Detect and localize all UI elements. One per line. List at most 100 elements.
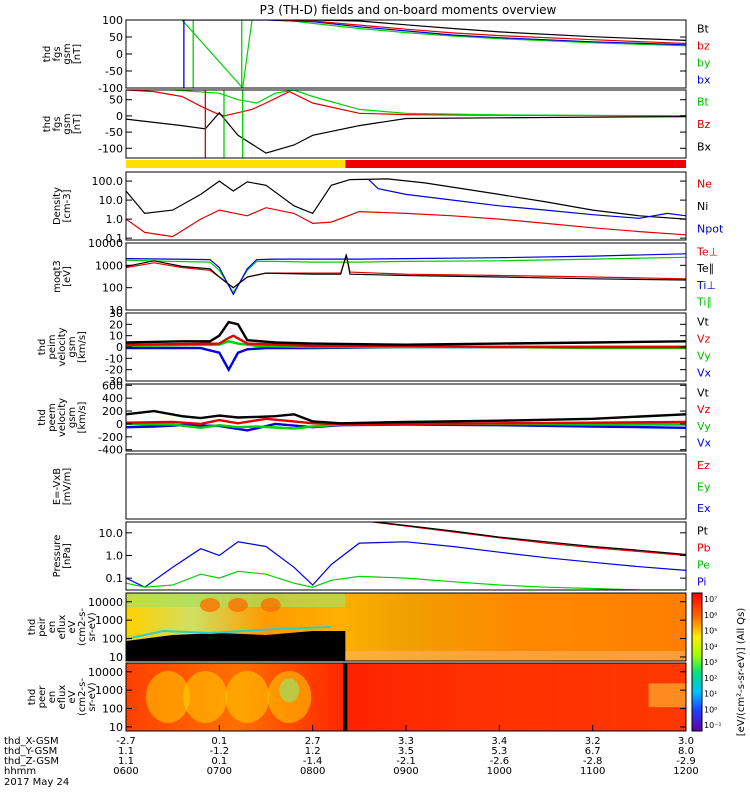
legend-entry: Npot — [697, 223, 724, 236]
y-axis-label: E=-VxB [mV/m] — [52, 468, 73, 506]
spectrogram-blob — [260, 598, 281, 612]
x-tick-label: 6.7 — [585, 746, 601, 757]
spectrogram-blob — [146, 671, 190, 723]
legend-entry: Ey — [697, 481, 711, 494]
legend-entry: Vz — [697, 403, 711, 416]
panel-frame — [125, 171, 687, 241]
y-tick-label: 1000 — [95, 259, 123, 272]
y-tick-label: 50 — [109, 31, 123, 44]
x-tick-label: 0800 — [300, 766, 325, 777]
y-tick-label: -100 — [98, 82, 123, 95]
y-axis-label-line: en — [47, 621, 58, 634]
y-tick-label: 100.0 — [92, 175, 124, 188]
y-axis-label-line: [km/s] — [77, 331, 88, 363]
x-tick-label: 0.1 — [211, 756, 227, 767]
y-axis-label-line: E=-VxB — [52, 468, 63, 505]
panel-7: E=-VxB [mV/m] Ez Ey Ex — [52, 453, 711, 520]
y-axis-label-line: [mV/m] — [62, 468, 73, 506]
legend-entry: Vx — [697, 367, 712, 380]
panel-0: 100 50 0 -50 -100 thd fgs gsm [nT] Bt bz by bx — [42, 14, 711, 95]
y-axis-label-line: sr-eV) — [87, 612, 98, 641]
legend-entry: Bx — [697, 141, 712, 154]
panel-frame — [125, 19, 687, 89]
x-row-name: thd_X-GSM — [4, 736, 59, 747]
x-tick-label: 3.4 — [491, 736, 507, 747]
spectrogram-blob — [200, 598, 220, 612]
x-tick-label: 0600 — [113, 766, 138, 777]
legend-entry: Vz — [697, 333, 711, 346]
y-axis-label-line: thd — [27, 619, 38, 636]
x-tick-label: 8.0 — [678, 746, 694, 757]
series-line — [126, 207, 686, 238]
panel-frame — [125, 521, 687, 591]
spectrogram-gap — [343, 663, 348, 731]
x-tick-label: 1200 — [673, 766, 698, 777]
x-tick-label: 1100 — [580, 766, 605, 777]
x-tick-label: -2.6 — [490, 756, 510, 767]
legend-entry: Ex — [697, 502, 711, 515]
spectrogram-edge — [126, 626, 332, 640]
y-axis-label-line: peim — [47, 334, 58, 359]
x-tick-label: -1.2 — [210, 746, 230, 757]
y-axis-label-line: eflux — [57, 615, 68, 640]
legend-entry: by — [697, 57, 711, 70]
colorbar-tick-label: 10⁶ — [704, 611, 717, 620]
series-group — [126, 252, 686, 296]
legend-entry: bx — [697, 74, 711, 87]
x-axis: thd_X-GSM -2.7 0.1 2.7 3.3 3.4 3.2 3.0 thd_Y-GSM… — [4, 725, 699, 788]
y-axis-label-line: moqt3 — [52, 260, 63, 293]
y-tick-label: 1000 — [95, 684, 123, 697]
series-group — [126, 320, 686, 373]
series-group — [126, 90, 686, 154]
x-tick-label: -2.8 — [583, 756, 603, 767]
y-tick-label: -10 — [105, 352, 123, 365]
y-tick-label: 10000 — [88, 237, 123, 250]
x-tick-label: 1.1 — [118, 756, 134, 767]
y-tick-label: 400 — [102, 392, 123, 405]
y-axis-label-line: thd — [42, 46, 53, 63]
panel-2 — [126, 160, 686, 168]
y-axis-label-line: thd — [27, 689, 38, 706]
x-tick-label: 1.2 — [305, 746, 321, 757]
colorbar-tick-label: 10¹ — [704, 690, 717, 699]
y-tick-label: -50 — [105, 65, 123, 78]
y-axis-label-line: velocity — [57, 398, 68, 437]
panel-frame — [125, 592, 687, 662]
y-axis-label-line: Pressure — [52, 535, 63, 578]
y-tick-label: 10.0 — [99, 527, 124, 540]
legend-entry: Ti∥ — [696, 296, 712, 309]
y-axis-label: thd peir en eflux eV (cm2-s-sr-eV) — [27, 608, 98, 646]
mode-bar-segment — [126, 160, 346, 168]
panel-4: 10000 1000 100 10 moqt3 [eV] Te⊥ Te∥ Ti⊥ Ti∥ — [52, 237, 718, 317]
y-tick-label: 10 — [109, 721, 123, 734]
y-axis-label-line: peem — [47, 403, 58, 431]
y-tick-label: 1.0 — [106, 213, 124, 226]
y-axis-label-line: [nT] — [72, 44, 83, 64]
y-axis-label-line: thd — [42, 116, 53, 133]
y-axis-label-line: (cm2-s- — [77, 608, 88, 646]
legend-entry: Bt — [697, 95, 710, 108]
colorbar-tick-label: 10⁷ — [704, 595, 717, 604]
y-axis-label: Density [cm-3] — [52, 187, 73, 225]
series-line — [182, 20, 686, 46]
colorbar-tick-label: 10⁵ — [704, 627, 717, 636]
y-axis-label-line: peer — [37, 685, 48, 709]
y-tick-label: 30 — [109, 307, 123, 320]
x-tick-label: 0900 — [393, 766, 418, 777]
y-axis-label-line: Density — [52, 187, 63, 225]
x-axis-date: 2017 May 24 — [4, 777, 69, 788]
series-line — [155, 90, 686, 117]
panel-frame — [125, 89, 687, 159]
series-line — [126, 345, 686, 373]
x-tick-label: 3.0 — [678, 736, 694, 747]
legend-entry: Te∥ — [696, 262, 714, 275]
x-tick-label: 5.3 — [491, 746, 507, 757]
y-axis-label-line: eflux — [57, 685, 68, 710]
plot-title: P3 (TH-D) fields and on-board moments ov… — [260, 3, 557, 17]
colorbar-label: [eV/(cm²-s-sr-eV)] (All Qs) — [736, 608, 747, 737]
y-tick-label: 200 — [102, 405, 123, 418]
y-axis-label: thd fgs gsm [nT] — [42, 113, 83, 134]
colorbar: 10⁷ 10⁶ 10⁵ 10⁴ 10³ 10² 10¹ 10⁰ 10⁻¹ [eV/(cm²-s-s… — [691, 592, 747, 737]
x-tick-label: 2.7 — [305, 736, 321, 747]
